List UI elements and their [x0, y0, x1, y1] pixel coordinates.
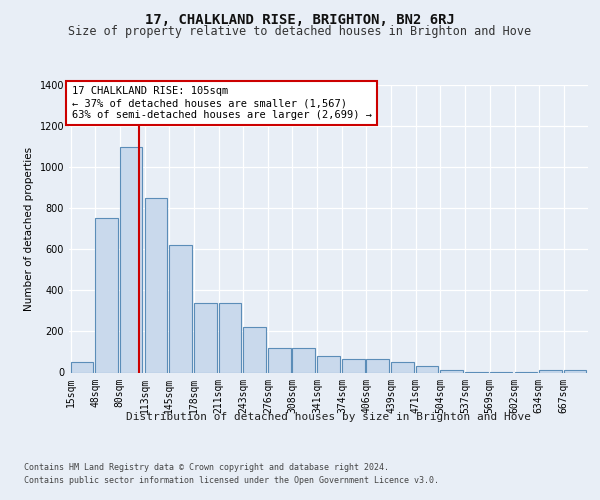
Y-axis label: Number of detached properties: Number of detached properties — [24, 146, 34, 311]
Bar — [391, 362, 414, 372]
Bar — [292, 348, 315, 372]
Bar — [539, 370, 562, 372]
Bar — [95, 218, 118, 372]
Bar — [317, 356, 340, 372]
Text: Size of property relative to detached houses in Brighton and Hove: Size of property relative to detached ho… — [68, 25, 532, 38]
Bar — [342, 359, 365, 372]
Bar — [440, 370, 463, 372]
Text: Distribution of detached houses by size in Brighton and Hove: Distribution of detached houses by size … — [127, 412, 532, 422]
Bar — [367, 359, 389, 372]
Bar — [268, 348, 290, 372]
Bar — [145, 198, 167, 372]
Bar — [119, 146, 142, 372]
Bar — [219, 302, 241, 372]
Bar — [71, 362, 93, 372]
Bar — [243, 328, 266, 372]
Text: 17, CHALKLAND RISE, BRIGHTON, BN2 6RJ: 17, CHALKLAND RISE, BRIGHTON, BN2 6RJ — [145, 12, 455, 26]
Text: 17 CHALKLAND RISE: 105sqm
← 37% of detached houses are smaller (1,567)
63% of se: 17 CHALKLAND RISE: 105sqm ← 37% of detac… — [71, 86, 371, 120]
Bar — [194, 302, 217, 372]
Bar — [169, 245, 191, 372]
Bar — [416, 366, 438, 372]
Bar — [564, 370, 586, 372]
Text: Contains public sector information licensed under the Open Government Licence v3: Contains public sector information licen… — [24, 476, 439, 485]
Text: Contains HM Land Registry data © Crown copyright and database right 2024.: Contains HM Land Registry data © Crown c… — [24, 462, 389, 471]
